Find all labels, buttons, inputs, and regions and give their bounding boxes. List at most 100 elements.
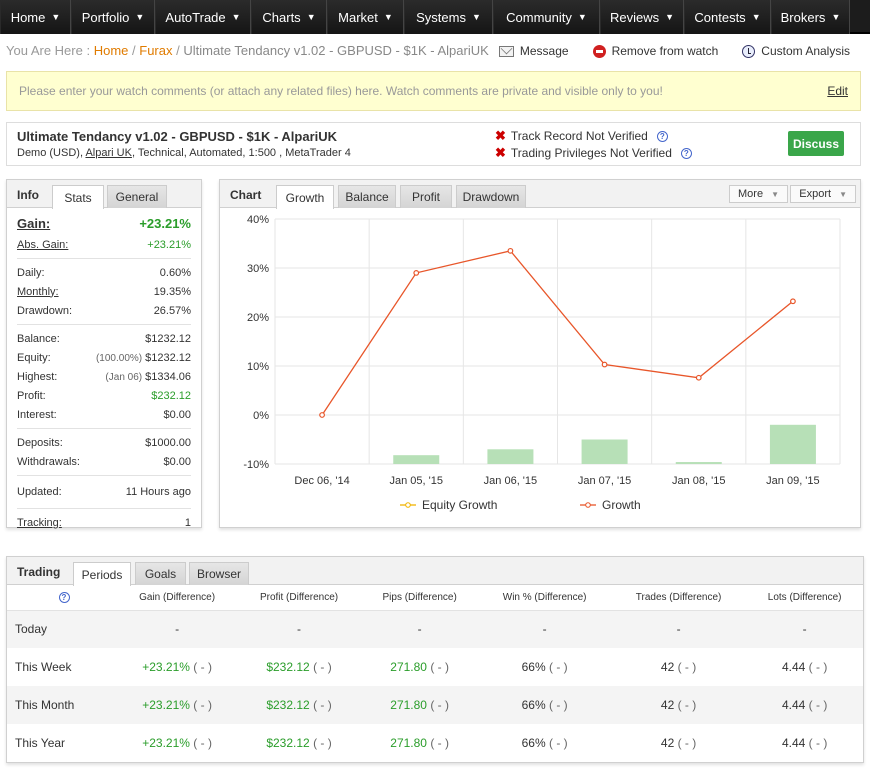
balance-value: $1232.12 [145, 332, 191, 345]
tab-label: Growth [285, 190, 325, 205]
broker-link[interactable]: Alpari UK [85, 147, 132, 159]
help-icon[interactable]: ? [680, 147, 692, 159]
chevron-down-icon: ▼ [577, 12, 587, 22]
nav-brokers[interactable]: Brokers ▼ [771, 0, 850, 34]
divider [17, 258, 191, 259]
growth-point [601, 361, 608, 368]
tab-growth[interactable]: Growth [276, 185, 334, 209]
breadcrumb-user-link[interactable]: Furax [139, 43, 173, 58]
difference-value: ( - ) [549, 698, 568, 712]
nav-market[interactable]: Market ▼ [327, 0, 404, 34]
highest-row: Highest: (Jan 06) $1334.06 [17, 367, 191, 386]
nav-label: Market [338, 9, 378, 25]
more-dropdown[interactable]: More ▼ [729, 185, 788, 203]
profit-cell: $232.12 ( - ) [237, 686, 361, 724]
pips-cell: 271.80 ( - ) [361, 724, 479, 762]
nav-community[interactable]: Community ▼ [493, 0, 600, 34]
info-panel-header: Info Stats General [7, 180, 201, 209]
difference-value: ( - ) [430, 736, 449, 750]
tab-drawdown[interactable]: Drawdown [456, 185, 526, 208]
updated-value: 11 Hours ago [125, 486, 191, 498]
chevron-down-icon: ▼ [51, 12, 61, 22]
edit-comment-link[interactable]: Edit [827, 84, 848, 98]
period-cell: Today [7, 610, 117, 648]
cross-icon: ✖ [495, 128, 506, 143]
tab-stats[interactable]: Stats [52, 185, 104, 209]
trading-title: Trading [17, 565, 61, 579]
nav-contests[interactable]: Contests ▼ [684, 0, 771, 34]
growth-point [319, 412, 325, 418]
gain-cell: +23.21% ( - ) [117, 686, 238, 724]
pips-value: 271.80 [390, 698, 427, 712]
system-account-type: Demo (USD), [17, 147, 84, 159]
column-header: Pips (Difference) [360, 585, 479, 611]
chart-panel-header: Chart Growth Balance Profit Drawdown Mor… [220, 180, 860, 209]
lots-cell: 4.44 ( - ) [746, 724, 863, 762]
remove-from-watch-button[interactable]: Remove from watch [592, 44, 719, 58]
custom-analysis-button[interactable]: Custom Analysis [742, 44, 850, 58]
x-tick-label: Jan 08, '15 [672, 475, 725, 487]
periods-table: ? Gain (Difference) Profit (Difference) … [7, 585, 863, 762]
tab-label: Periods [81, 567, 123, 582]
discuss-button[interactable]: Discuss [788, 131, 844, 156]
x-tick-label: Dec 06, '14 [294, 475, 349, 487]
chevron-down-icon: ▼ [839, 189, 847, 199]
tracking-label[interactable]: Tracking: [17, 516, 62, 529]
difference-value: ( - ) [808, 660, 828, 674]
message-label: Message [519, 44, 569, 58]
track-record-label: Track Record Not Verified [510, 129, 648, 143]
column-header: Win % (Difference) [478, 585, 611, 611]
deposits-value: $1000.00 [145, 436, 191, 449]
period-cell: This Year [15, 736, 66, 750]
tab-browser[interactable]: Browser [189, 562, 249, 585]
nav-portfolio[interactable]: Portfolio ▼ [71, 0, 155, 34]
export-label: Export [799, 188, 832, 200]
gain-value: +23.21% [139, 216, 191, 231]
nav-systems[interactable]: Systems ▼ [404, 0, 493, 34]
tab-profit[interactable]: Profit [400, 185, 452, 208]
nav-reviews[interactable]: Reviews ▼ [600, 0, 684, 34]
table-row: This Week +23.21% ( - ) $232.12 ( - ) 27… [7, 648, 863, 686]
highest-date: (Jan 06) [105, 371, 143, 383]
y-tick-label: -10% [243, 459, 269, 471]
difference-value: ( - ) [430, 698, 449, 712]
difference-value: ( - ) [808, 698, 828, 712]
lots-value: 4.44 [781, 698, 806, 712]
nav-charts[interactable]: Charts ▼ [251, 0, 327, 34]
nav-home[interactable]: Home ▼ [0, 0, 71, 34]
profit-value: $232.12 [266, 660, 310, 674]
legend-equity-label: Equity Growth [422, 498, 497, 512]
breadcrumb-separator: / [132, 43, 136, 58]
y-tick-label: 30% [247, 263, 269, 275]
tab-general[interactable]: General [107, 185, 167, 208]
pips-cell: 271.80 ( - ) [360, 686, 479, 724]
growth-point [507, 247, 514, 254]
equity-row: Equity: (100.00%) $1232.12 [17, 348, 191, 367]
trading-panel: Trading Periods Goals Browser ? Gain (Di… [6, 556, 864, 763]
message-button[interactable]: Message [498, 44, 569, 58]
tab-balance[interactable]: Balance [338, 185, 396, 208]
tab-goals[interactable]: Goals [135, 562, 186, 585]
difference-value: ( - ) [677, 660, 697, 674]
lots-value: 4.44 [781, 660, 806, 674]
tab-periods[interactable]: Periods [73, 562, 131, 586]
mail-icon [498, 45, 514, 57]
trades-cell: 42 ( - ) [610, 686, 747, 724]
breadcrumb-home-link[interactable]: Home [93, 43, 129, 58]
difference-value: ( - ) [549, 660, 568, 674]
breadcrumb: You Are Here : Home / Furax / Ultimate T… [6, 43, 489, 58]
nav-label: Charts [262, 9, 301, 25]
tracking-value: 1 [184, 516, 191, 529]
drawdown-row: Drawdown: 26.57% [17, 301, 191, 320]
difference-value: ( - ) [193, 698, 212, 712]
balance-label: Balance: [17, 332, 60, 345]
export-dropdown[interactable]: Export ▼ [790, 185, 856, 203]
difference-value: ( - ) [549, 736, 568, 750]
remove-label: Remove from watch [611, 44, 719, 58]
divider [17, 475, 191, 476]
help-icon[interactable]: ? [58, 591, 70, 603]
nav-autotrade[interactable]: AutoTrade ▼ [155, 0, 251, 34]
watch-comment-bar[interactable]: Please enter your watch comments (or att… [6, 71, 861, 111]
help-icon[interactable]: ? [656, 130, 668, 142]
difference-value: ( - ) [677, 698, 697, 712]
